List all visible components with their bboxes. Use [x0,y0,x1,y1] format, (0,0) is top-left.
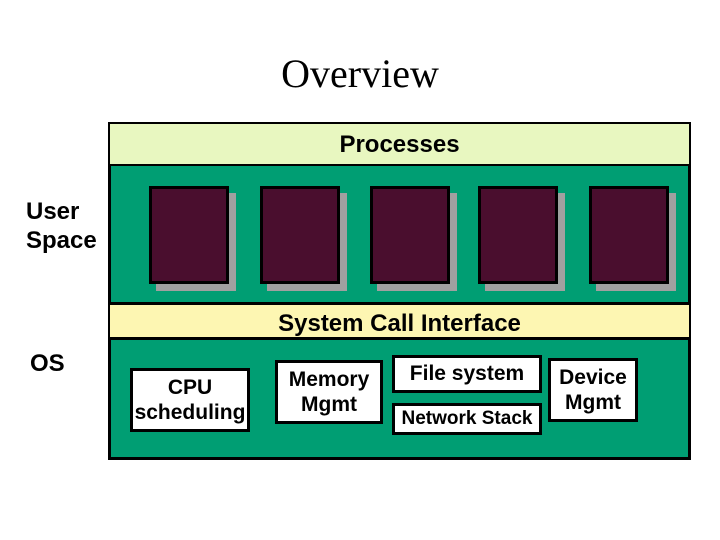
user-space-label: User Space [26,198,97,256]
os-box-network: Network Stack [392,403,542,435]
page-title: Overview [0,50,720,97]
os-label: OS [30,350,65,378]
process-box [478,186,558,284]
process-box [149,186,229,284]
process-box [589,186,669,284]
process-box [370,186,450,284]
os-box-cpu: CPU scheduling [130,368,250,432]
os-box-fs: File system [392,355,542,393]
os-box-device: Device Mgmt [548,358,638,422]
syscall-interface-bar: System Call Interface [110,302,689,340]
processes-bar: Processes [110,124,689,166]
process-box [260,186,340,284]
os-box-memory: Memory Mgmt [275,360,383,424]
